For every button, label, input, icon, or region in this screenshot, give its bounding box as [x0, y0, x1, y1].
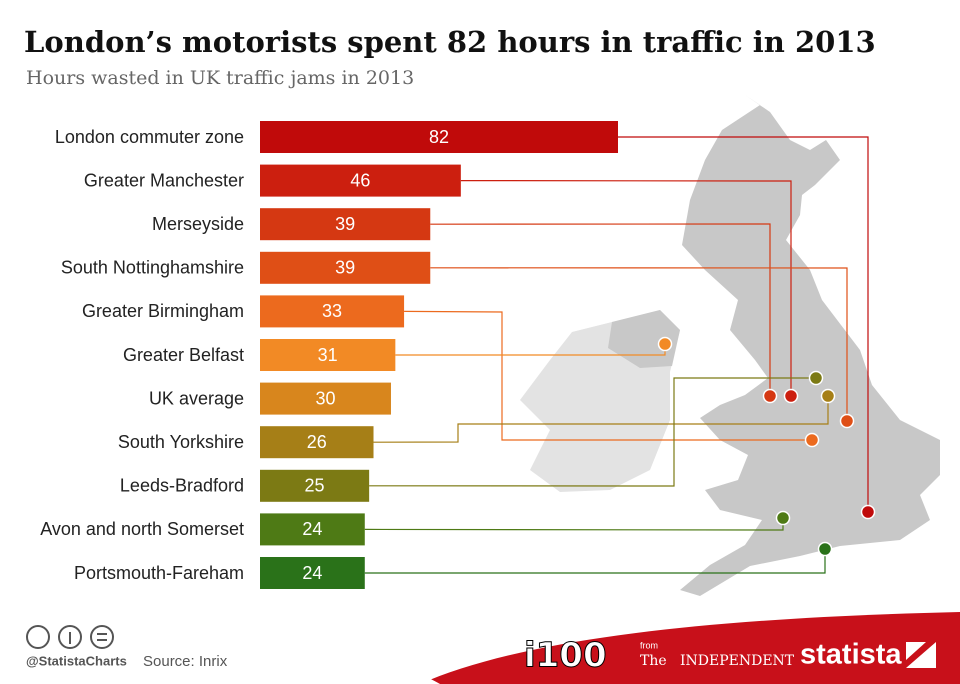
connector-line [460, 180, 792, 396]
connector-line [430, 267, 848, 421]
value-label: 39 [335, 214, 355, 234]
map-dot [762, 388, 778, 404]
map-dot [804, 432, 820, 448]
chart-subtitle: Hours wasted in UK traffic jams in 2013 [26, 67, 414, 89]
footer-source: Source: Inrix [143, 653, 228, 670]
category-label: Merseyside [152, 214, 244, 234]
connector-line [364, 518, 784, 531]
footer-swoosh [420, 612, 960, 684]
map-dot [775, 510, 791, 526]
northern-ireland-map [608, 310, 680, 368]
category-label: UK average [149, 388, 244, 408]
bar [260, 513, 365, 546]
value-label: 26 [307, 432, 327, 452]
bar [260, 557, 365, 589]
statista-logo: statista [800, 639, 902, 671]
category-label: London commuter zone [55, 127, 244, 147]
connector-line [373, 396, 829, 443]
bar [260, 426, 374, 459]
bar [260, 382, 391, 415]
map-dot [783, 388, 799, 404]
chart-title: London’s motorists spent 82 hours in tra… [24, 25, 876, 59]
map-dot [657, 336, 673, 352]
connector-line [618, 136, 869, 512]
footer-from: from [640, 640, 658, 650]
map-dot [820, 388, 836, 404]
value-label: 39 [335, 258, 355, 278]
category-label: Greater Belfast [123, 345, 244, 365]
value-label: 24 [302, 519, 322, 539]
value-label: 24 [302, 563, 322, 583]
connector-line [430, 223, 771, 396]
statista-icon [906, 642, 936, 668]
category-label: South Nottinghamshire [61, 258, 244, 278]
bar [260, 251, 431, 284]
footer-bg [0, 622, 440, 684]
chart: 82 London commuter zone 46 Greater Manchest… [40, 121, 876, 589]
category-label: Portsmouth-Fareham [74, 563, 244, 583]
connector-line [364, 549, 826, 574]
connector-line [369, 377, 816, 487]
i100-logo: i100 [524, 636, 607, 676]
category-label: Greater Manchester [84, 170, 244, 190]
footer-the: The [640, 653, 667, 669]
value-label: 33 [322, 301, 342, 321]
license-icons [26, 625, 114, 649]
great-britain-map [680, 95, 940, 596]
bar [260, 469, 370, 502]
bar [260, 164, 461, 197]
bar [260, 295, 405, 328]
category-label: Greater Birmingham [82, 301, 244, 321]
value-label: 30 [315, 388, 335, 408]
footer-handle: @StatistaCharts [26, 653, 127, 668]
bar [260, 121, 618, 153]
value-label: 82 [429, 127, 449, 147]
category-label: South Yorkshire [118, 432, 244, 452]
footer-independent: INDEPENDENT [680, 653, 795, 669]
category-label: Avon and north Somerset [40, 519, 244, 539]
map-dot [860, 504, 876, 520]
map-dot [817, 541, 833, 557]
value-label: 46 [350, 170, 370, 190]
value-label: 25 [305, 476, 325, 496]
bar [260, 339, 396, 371]
map-dot [839, 413, 855, 429]
category-label: Leeds-Bradford [120, 476, 244, 496]
connector-line [404, 310, 812, 441]
value-label: 31 [318, 345, 338, 365]
map-dot [808, 370, 824, 386]
bar [260, 208, 431, 241]
